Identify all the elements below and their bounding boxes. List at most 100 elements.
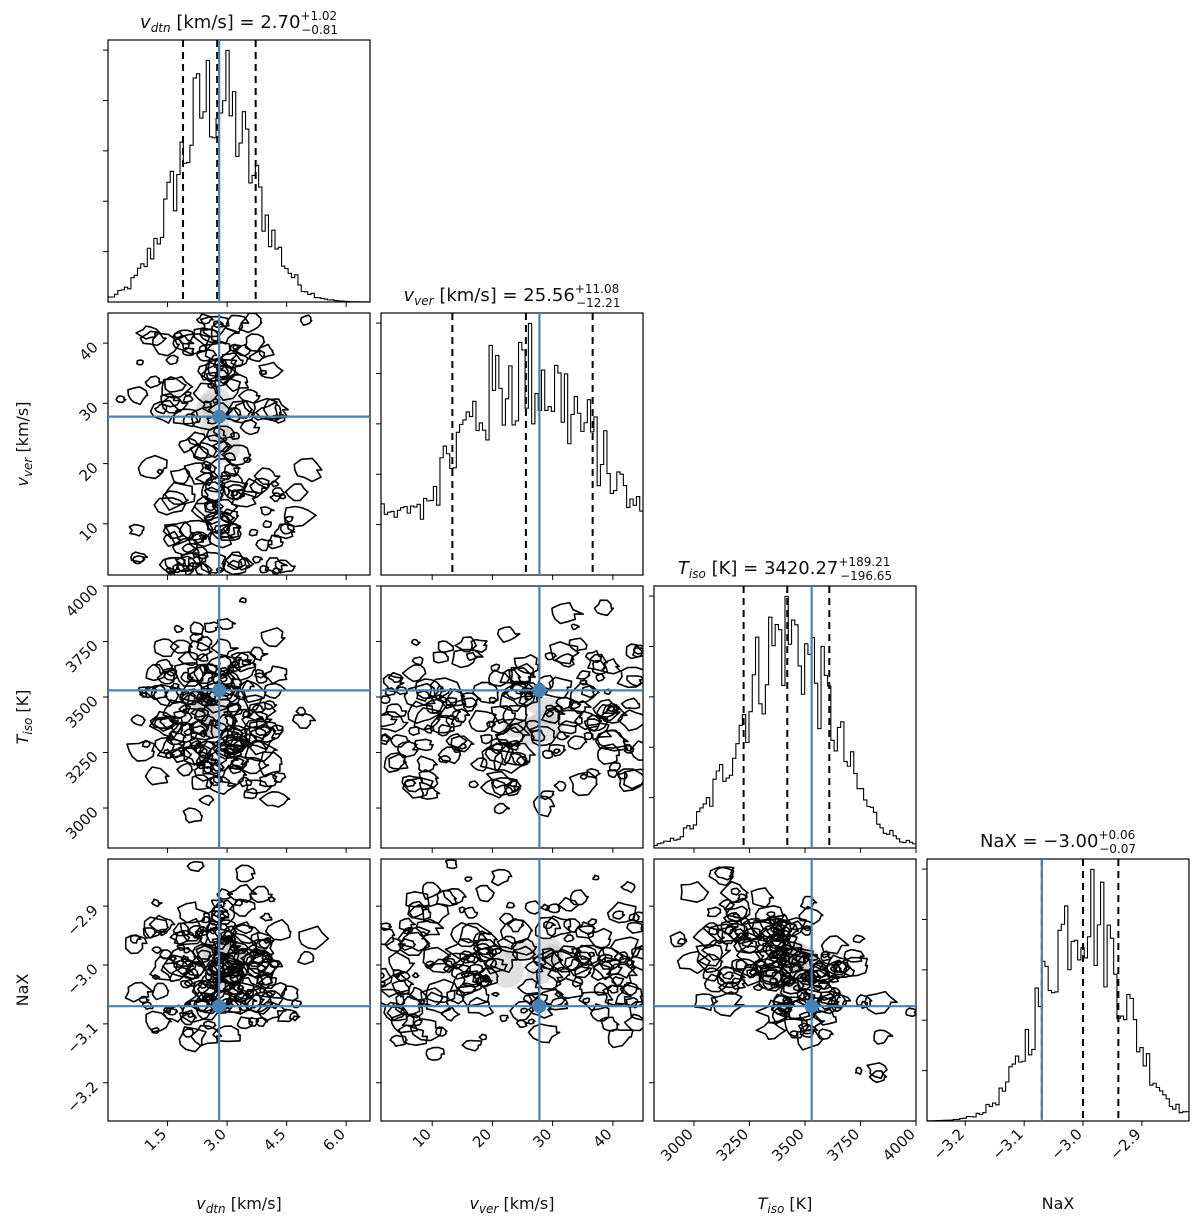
contour-line: [127, 386, 149, 406]
contour-line: [212, 738, 245, 760]
contour-line: [421, 881, 442, 900]
contour-line: [487, 737, 511, 751]
contour-line: [219, 724, 251, 748]
contour-line: [169, 931, 191, 946]
contour-line: [451, 648, 484, 669]
title-nax: NaX = −3.00+0.06 −0.07: [980, 828, 1136, 856]
contour-line: [238, 733, 259, 748]
contour-line: [515, 1019, 529, 1028]
contour-line: [263, 700, 278, 710]
contour-line: [215, 566, 226, 573]
contour-line: [415, 918, 445, 937]
contour-line: [451, 708, 471, 723]
contour-line: [510, 662, 535, 686]
contour-line: [587, 918, 598, 927]
contour-line: [172, 710, 193, 727]
contour-line: [274, 559, 296, 574]
contour-line: [201, 481, 225, 502]
x-tick-label: 3.0: [200, 1125, 230, 1155]
contour-line: [211, 440, 232, 453]
contour-line: [724, 922, 749, 942]
contour-line: [534, 916, 562, 940]
contour-line: [210, 904, 229, 918]
contour-line: [291, 713, 317, 729]
contour-line: [387, 671, 404, 683]
y-tick-label: 20: [76, 459, 102, 485]
contour-line: [442, 888, 467, 905]
contour-line: [200, 696, 217, 707]
contour-line: [390, 734, 410, 748]
contour-line: [486, 720, 497, 728]
contour-line: [468, 709, 497, 733]
contour-line: [204, 341, 232, 361]
contour-line: [461, 697, 478, 712]
contour-line: [228, 757, 248, 770]
contour-line: [606, 957, 637, 979]
contour-line: [262, 520, 272, 529]
contour-line: [232, 923, 261, 945]
contour-line: [141, 740, 151, 748]
contour-line: [556, 730, 570, 741]
contour-line: [181, 543, 197, 554]
contour-line: [419, 987, 444, 1008]
contour-line: [394, 970, 411, 983]
truth-marker: [532, 683, 547, 698]
contour-line: [203, 766, 214, 774]
contour-line: [194, 562, 213, 575]
title-tiso: Tiso [K] = 3420.27+189.21 −196.65: [678, 555, 892, 583]
contour-line: [212, 1025, 241, 1043]
contour-line: [152, 332, 180, 357]
y-axis-label-nax: NaX: [13, 974, 32, 1007]
contour-line: [411, 972, 420, 979]
contour-line: [259, 564, 270, 574]
contour-line: [238, 313, 263, 334]
contour-line: [579, 679, 588, 686]
contour-line: [423, 724, 435, 734]
contour-line: [204, 621, 220, 634]
contour-line: [241, 711, 273, 730]
contour-line: [204, 501, 222, 514]
contour-line: [548, 996, 569, 1011]
contour-line: [196, 635, 213, 652]
title-symbol: v: [404, 285, 415, 306]
contour-line: [259, 987, 266, 994]
contour-line: [283, 505, 317, 528]
contour-line: [178, 437, 200, 454]
contour-line: [595, 729, 629, 752]
contour-line: [136, 359, 144, 366]
contour-line: [475, 884, 495, 903]
contour-line: [445, 714, 463, 728]
contour-line: [420, 787, 441, 800]
contour-line: [173, 331, 184, 339]
contour-line: [743, 927, 763, 941]
x-tick-label: 20: [469, 1125, 495, 1151]
contour-line: [708, 923, 739, 945]
y-tick-label: −3.0: [63, 960, 101, 998]
x-tick-label: 3000: [657, 1125, 697, 1165]
contour-line: [579, 773, 588, 780]
contour-line: [557, 896, 580, 912]
contour-line: [488, 696, 499, 704]
contour-line: [179, 722, 195, 737]
x-tick-label: −3.1: [988, 1125, 1026, 1163]
contour-line: [185, 991, 218, 1013]
contour-line: [506, 780, 522, 793]
contour-line: [520, 1007, 528, 1014]
contour-line: [224, 714, 238, 727]
contour-line: [194, 926, 210, 937]
contour-line: [126, 739, 156, 762]
contour-line: [213, 378, 242, 401]
contour-line: [258, 361, 284, 379]
contour-line: [191, 499, 220, 521]
title-err-minus: −0.07: [1099, 842, 1136, 856]
histogram-vver: [381, 322, 643, 575]
contour-line: [724, 897, 751, 920]
contour-line: [259, 506, 275, 516]
contour-line: [631, 945, 643, 960]
contour-line: [169, 639, 193, 654]
contour-line: [607, 1028, 634, 1049]
contour-line: [499, 1014, 509, 1023]
y-tick-label: 3750: [62, 637, 102, 677]
contour-panel-vdtn-tiso: [107, 585, 371, 849]
contour-line: [568, 637, 588, 652]
